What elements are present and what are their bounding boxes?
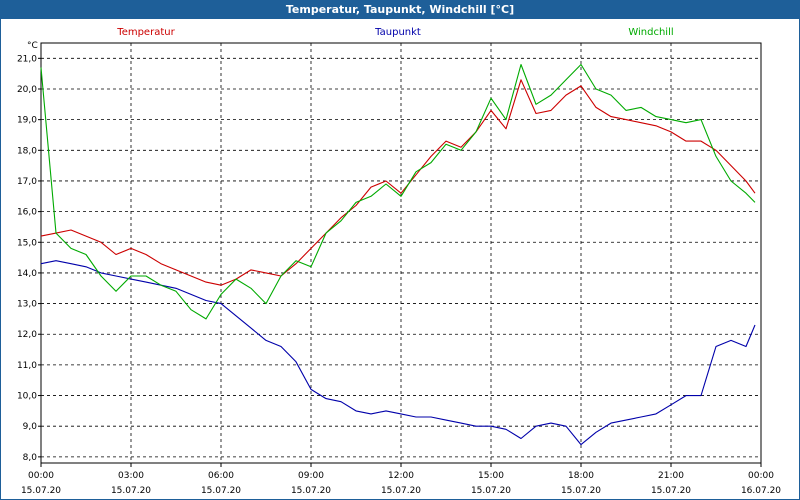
series-line-windchill: [40, 63, 756, 320]
x-tick-time-label: 03:00: [118, 471, 144, 481]
x-tick-time-label: 12:00: [388, 471, 414, 481]
x-tick-date-label: 15.07.20: [111, 486, 151, 496]
y-tick-label: 13,0: [17, 300, 37, 310]
x-tick-date-label: 15.07.20: [201, 486, 241, 496]
y-tick-label: 11,0: [17, 361, 37, 371]
x-axis: 00:00 15.07.20 03:00 15.07.20 06:00 15.07.20 0…: [21, 463, 781, 496]
legend-entry-temperatur: Temperatur: [116, 27, 175, 38]
y-tick-label: 14,0: [17, 269, 37, 279]
x-tick-time-label: 09:00: [298, 471, 324, 481]
x-tick-time-label: 15:00: [478, 471, 504, 481]
legend: Temperatur Taupunkt Windchill: [116, 27, 673, 38]
legend-entry-taupunkt: Taupunkt: [374, 27, 421, 38]
y-tick-label: 20,0: [17, 85, 37, 95]
chart-title: Temperatur, Taupunkt, Windchill [°C]: [1, 1, 799, 19]
x-tick-date-label: 15.07.20: [651, 486, 691, 496]
x-tick-time-label: 18:00: [568, 471, 594, 481]
y-tick-label: 9,0: [23, 422, 38, 432]
x-tick-date-label: 15.07.20: [21, 486, 61, 496]
y-axis-label: °C: [27, 41, 38, 51]
x-tick-time-label: 21:00: [658, 471, 684, 481]
x-tick-date-label: 15.07.20: [471, 486, 511, 496]
y-tick-label: 19,0: [17, 116, 37, 126]
y-tick-label: 18,0: [17, 146, 37, 156]
y-tick-label: 12,0: [17, 330, 37, 340]
y-tick-label: 17,0: [17, 177, 37, 187]
series-line-temperatur: [40, 79, 756, 286]
x-tick-date-label: 15.07.20: [561, 486, 601, 496]
y-tick-label: 10,0: [17, 392, 37, 402]
legend-entry-windchill: Windchill: [628, 27, 673, 38]
y-tick-label: 15,0: [17, 238, 37, 248]
y-tick-label: 21,0: [17, 54, 37, 64]
x-tick-time-label: 00:00: [748, 471, 774, 481]
x-tick-time-label: 00:00: [28, 471, 54, 481]
y-tick-label: 8,0: [23, 453, 38, 463]
x-tick-date-label: 16.07.20: [741, 486, 781, 496]
y-axis: 8,0 9,0 10,0 11,0 12,0 13,0 14,0 15,0 16,0 17,0 18…: [17, 54, 41, 463]
grid-lines: [41, 43, 761, 463]
x-tick-time-label: 06:00: [208, 471, 234, 481]
x-tick-date-label: 15.07.20: [291, 486, 331, 496]
y-tick-label: 16,0: [17, 208, 37, 218]
series-lines: [40, 63, 756, 446]
x-tick-date-label: 15.07.20: [381, 486, 421, 496]
